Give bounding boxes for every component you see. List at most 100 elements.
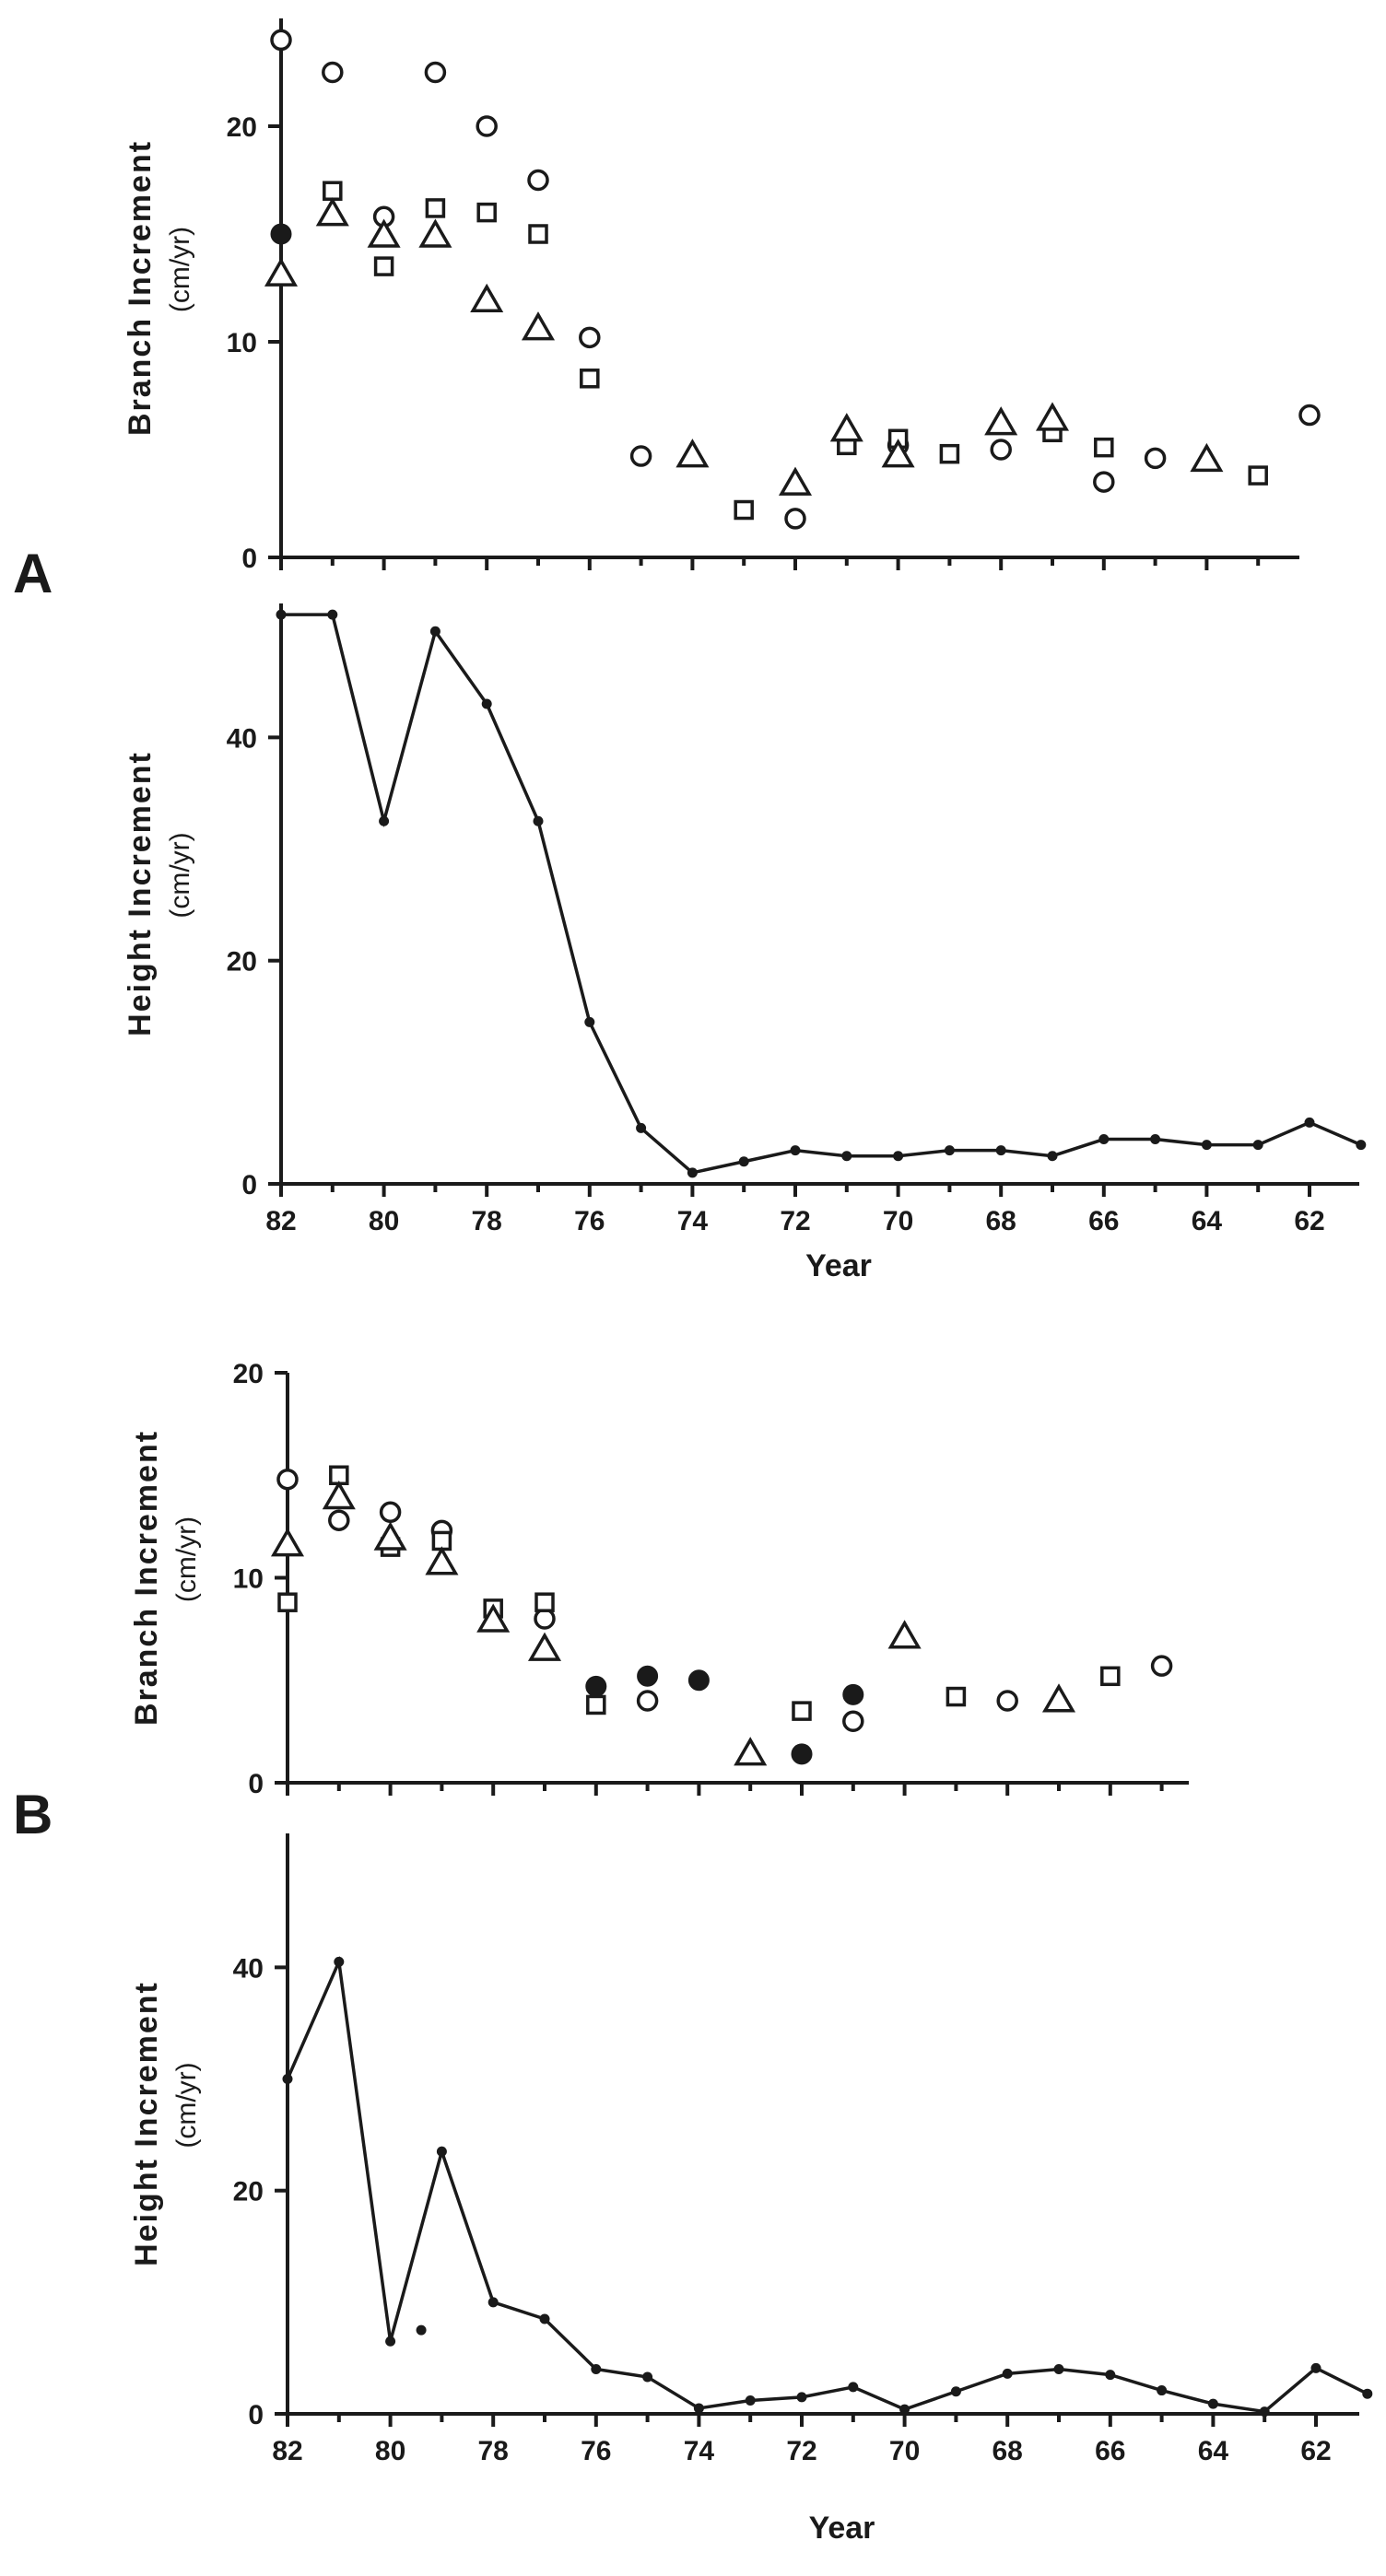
b-height-x-tick-label: 70 xyxy=(889,2436,920,2466)
b-height-data-point xyxy=(591,2364,602,2375)
b-height-data-point xyxy=(436,2146,447,2157)
b-height-x-tick-label: 80 xyxy=(375,2436,405,2466)
b-height-x-tick-label: 68 xyxy=(993,2436,1023,2466)
b-branch-triangle-marker xyxy=(887,1620,922,1649)
b-height-y-tick-label: 0 xyxy=(248,2400,264,2430)
b-branch-circle-marker xyxy=(636,1690,659,1712)
b-branch-square-marker xyxy=(946,1686,967,1707)
b-height-x-tick-label: 76 xyxy=(581,2436,611,2466)
a-height-data-point xyxy=(738,1156,749,1167)
a-branch-triangle-marker xyxy=(675,439,710,468)
a-height-x-tick-label: 76 xyxy=(574,1206,605,1236)
b-branch-square-marker xyxy=(792,1701,812,1721)
a-branch-y-tick-label: 10 xyxy=(227,328,257,358)
a-height-x-tick-label: 80 xyxy=(369,1206,399,1236)
b-branch-triangle-marker xyxy=(270,1528,305,1557)
b-height-x-tick-label: 66 xyxy=(1095,2436,1125,2466)
a-height-data-point xyxy=(1252,1140,1263,1151)
a-branch-circle-marker xyxy=(476,115,498,137)
a-height-data-point xyxy=(1356,1140,1367,1151)
a-branch-square-marker xyxy=(580,369,600,389)
a-branch-circle-marker xyxy=(322,61,344,84)
b-branch-square-marker xyxy=(534,1592,555,1612)
a-height-y-tick-label: 20 xyxy=(227,947,257,978)
a-height-x-tick-label: 72 xyxy=(780,1206,810,1236)
b-branch-yunit: (cm/yr) xyxy=(171,1516,202,1602)
a-branch-square-marker xyxy=(734,499,754,521)
a-branch-y-tick-label: 0 xyxy=(241,544,257,574)
b-height-x-tick-label: 78 xyxy=(478,2436,509,2466)
a-height-data-point xyxy=(995,1145,1006,1156)
b-height-data-point xyxy=(1105,2370,1116,2381)
a-branch-square-marker xyxy=(528,224,548,244)
a-branch-square-marker xyxy=(1094,437,1114,458)
a-height-data-point xyxy=(379,815,390,826)
b-height-x-tick-label: 82 xyxy=(272,2436,302,2466)
b-branch-triangle-marker xyxy=(476,1603,511,1633)
a-branch-square-marker xyxy=(939,443,960,464)
b-branch-filled-circle-marker xyxy=(791,1743,813,1765)
a-branch-square-marker xyxy=(373,256,394,276)
b-height-data-point xyxy=(693,2403,704,2414)
a-height-data-point xyxy=(276,609,287,620)
b-branch-circle-marker xyxy=(842,1710,864,1732)
b-branch-square-marker xyxy=(586,1694,606,1715)
a-height-ylabel: Height Increment xyxy=(123,751,158,1036)
a-branch-circle-marker xyxy=(424,61,447,84)
b-branch-y-tick-label: 20 xyxy=(233,1359,264,1389)
a-branch-circle-marker xyxy=(270,29,292,52)
b-height-x-tick-label: 64 xyxy=(1198,2436,1229,2466)
b-branch-filled-circle-marker xyxy=(687,1669,710,1692)
a-branch-circle-marker xyxy=(527,169,549,192)
b-height-data-point xyxy=(1002,2368,1013,2379)
b-branch-circle-marker xyxy=(379,1501,402,1524)
b-branch-filled-circle-marker xyxy=(637,1665,659,1687)
b-branch-ylabel: Branch Increment xyxy=(129,1430,164,1726)
chart-b-height: 0 20 40 82 80 78 76 74 72 70 68 66 64 62 Height Increm… xyxy=(129,1833,1373,2546)
panel-label-b: B xyxy=(13,1784,53,1845)
a-branch-y-tick-label: 20 xyxy=(227,112,257,143)
b-height-y-tick-label: 20 xyxy=(233,2177,264,2207)
a-height-data-point xyxy=(687,1167,698,1178)
b-branch-triangle-marker xyxy=(373,1521,407,1551)
b-height-stray-point xyxy=(416,2324,427,2336)
b-height-x-tick-label: 72 xyxy=(786,2436,816,2466)
a-branch-circle-marker xyxy=(629,445,652,467)
b-branch-triangle-marker xyxy=(425,1546,459,1575)
a-branch-filled-circle-marker xyxy=(270,223,292,245)
b-branch-triangle-marker xyxy=(322,1480,356,1510)
a-branch-triangle-marker xyxy=(315,197,349,227)
a-height-yunit: (cm/yr) xyxy=(165,832,195,918)
a-height-data-point xyxy=(327,609,338,620)
a-height-x-tick-label: 74 xyxy=(677,1206,709,1236)
b-branch-y-tick-label: 0 xyxy=(248,1769,264,1799)
b-height-data-point xyxy=(899,2404,910,2415)
a-height-data-point xyxy=(1304,1117,1315,1128)
b-height-data-point xyxy=(745,2395,756,2406)
a-height-x-tick-label: 68 xyxy=(986,1206,1016,1236)
a-height-y-tick-label: 0 xyxy=(241,1170,257,1200)
b-height-data-point xyxy=(1207,2398,1218,2409)
a-height-data-point xyxy=(429,626,440,637)
a-branch-triangle-marker xyxy=(264,257,299,287)
b-height-data-point xyxy=(1310,2362,1321,2373)
a-height-data-point xyxy=(636,1122,647,1133)
b-height-xlabel: Year xyxy=(809,2511,875,2546)
a-height-data-point xyxy=(893,1151,904,1162)
a-branch-circle-marker xyxy=(1298,404,1321,427)
a-height-x-tick-label: 82 xyxy=(265,1206,296,1236)
b-branch-circle-marker xyxy=(328,1509,350,1531)
a-height-data-point xyxy=(584,1016,595,1027)
a-branch-triangle-marker xyxy=(367,218,401,248)
a-branch-triangle-marker xyxy=(1035,402,1070,431)
a-height-x-tick-label: 70 xyxy=(883,1206,913,1236)
b-branch-triangle-marker xyxy=(734,1737,768,1766)
a-height-series-line xyxy=(281,613,1362,1175)
a-branch-circle-marker xyxy=(1093,471,1115,493)
chart-b-branch: 0 10 20 Branch Increment (cm/yr) xyxy=(129,1359,1189,1799)
a-branch-circle-marker xyxy=(784,508,806,530)
a-height-data-point xyxy=(944,1145,955,1156)
b-branch-triangle-marker xyxy=(1041,1683,1076,1713)
a-branch-triangle-marker xyxy=(984,406,1018,436)
a-height-data-point xyxy=(841,1151,852,1162)
